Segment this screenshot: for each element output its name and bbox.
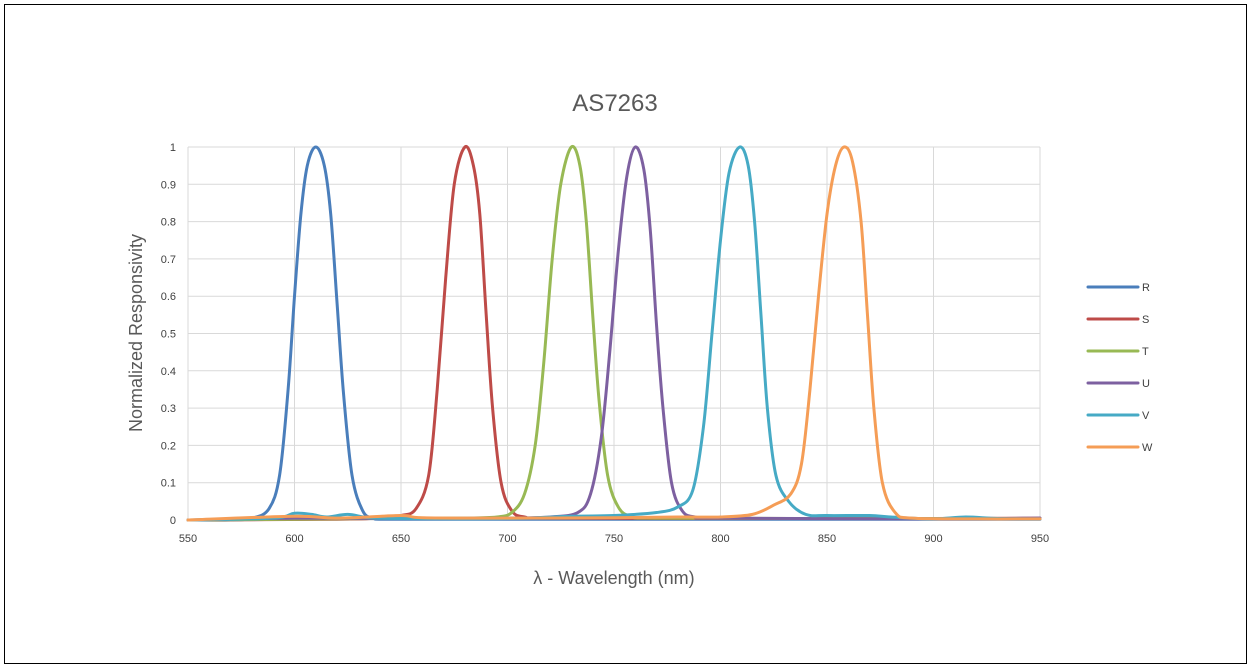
legend-label-u: U — [1142, 378, 1150, 390]
legend-label-t: T — [1142, 346, 1149, 358]
x-tick-label: 600 — [285, 533, 303, 545]
y-tick-label: 0.9 — [161, 179, 176, 191]
x-tick-label: 550 — [179, 533, 197, 545]
legend: R S T U V W — [1086, 282, 1153, 454]
x-tick-label: 700 — [498, 533, 516, 545]
series-lines — [186, 144, 1042, 522]
y-axis-label: Normalized Responsivity — [126, 234, 146, 432]
y-tick-label: 0.7 — [161, 254, 176, 266]
legend-label-s: S — [1142, 314, 1149, 326]
legend-label-r: R — [1142, 282, 1150, 294]
x-tick-label: 750 — [605, 533, 623, 545]
chart-title: AS7263 — [572, 90, 657, 117]
legend-label-w: W — [1142, 442, 1153, 454]
y-tick-label: 0.6 — [161, 291, 176, 303]
x-tick-label: 850 — [818, 533, 836, 545]
y-tick-label: 0 — [170, 515, 176, 527]
y-tick-label: 0.3 — [161, 403, 176, 415]
y-tick-label: 1 — [170, 142, 176, 154]
y-tick-label: 0.5 — [161, 329, 176, 341]
x-axis-label: λ - Wavelength (nm) — [533, 568, 694, 588]
legend-label-v: V — [1142, 410, 1150, 422]
y-tick-label: 0.1 — [161, 478, 176, 490]
grid-lines — [187, 146, 1041, 521]
x-tick-label: 900 — [924, 533, 942, 545]
x-tick-label: 650 — [392, 533, 410, 545]
y-tick-labels: 0 0.1 0.2 0.3 0.4 0.5 0.6 0.7 0.8 0.9 1 — [161, 142, 176, 527]
x-tick-label: 800 — [711, 533, 729, 545]
x-tick-labels: 550 600 650 700 750 800 850 900 950 — [179, 533, 1049, 545]
series-line-w — [186, 145, 1042, 522]
x-tick-label: 950 — [1031, 533, 1049, 545]
series-line-v — [186, 145, 1042, 522]
y-tick-label: 0.2 — [161, 440, 176, 452]
y-tick-label: 0.4 — [161, 366, 176, 378]
y-tick-label: 0.8 — [161, 217, 176, 229]
